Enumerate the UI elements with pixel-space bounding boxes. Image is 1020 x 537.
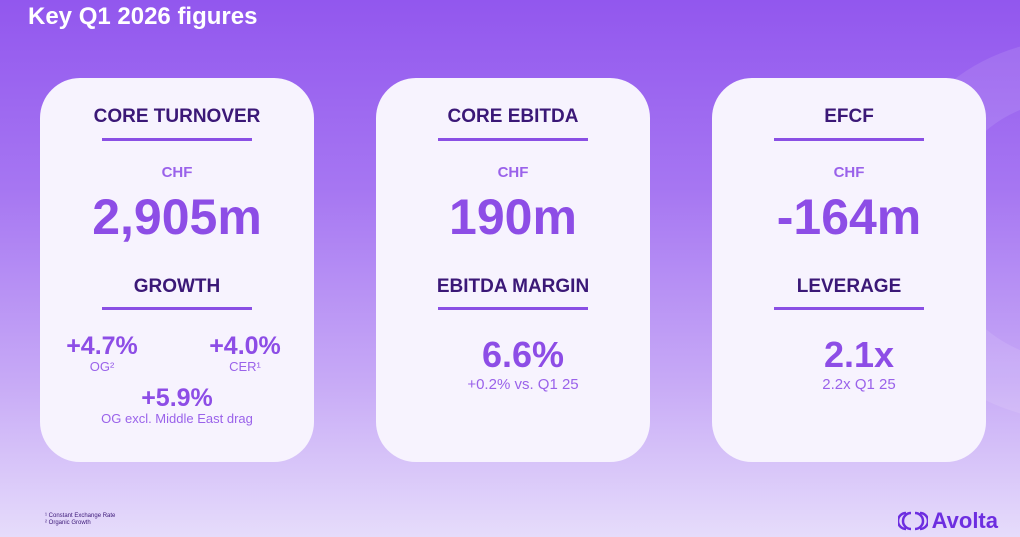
currency: CHF <box>161 164 193 181</box>
card-subtitle: EBITDA MARGIN <box>436 276 590 297</box>
subtitle-rule <box>102 307 252 310</box>
kpi-card: CORE TURNOVER CHF 2,905m GROWTH +4.7% OG² +4.0… <box>40 78 314 462</box>
card-subtitle: LEVERAGE <box>796 276 902 297</box>
logo-icon <box>897 511 928 531</box>
card-subtitle: GROWTH <box>133 276 221 297</box>
metric-label: 2.2x Q1 25 <box>822 376 896 393</box>
card-title: CORE EBITDA <box>447 106 579 127</box>
subtitle-rule <box>774 307 924 310</box>
kpi-value: 2,905m <box>92 189 262 245</box>
slide-title: Key Q1 2026 figures <box>28 3 258 30</box>
metric-value: +4.0% <box>209 332 281 360</box>
metric-label: OG excl. Middle East drag <box>101 411 253 426</box>
title-rule <box>438 138 588 141</box>
metric-value: +5.9% <box>141 384 213 412</box>
title-rule <box>774 138 924 141</box>
metric-label: OG² <box>89 359 115 374</box>
metric-value: 6.6% <box>481 334 565 375</box>
currency: CHF <box>833 164 865 181</box>
logo-text: Avolta <box>931 508 998 533</box>
kpi-card: EFCF CHF -164m LEVERAGE 2.1x 2.2x Q1 25 <box>712 78 986 462</box>
footnote: ² Organic Growth <box>45 520 91 526</box>
kpi-value: 190m <box>449 189 577 245</box>
footnote: ¹ Constant Exchange Rate <box>45 513 116 519</box>
card-title: CORE TURNOVER <box>93 106 261 127</box>
kpi-value: -164m <box>776 189 922 245</box>
metric-label: CER¹ <box>229 359 261 374</box>
kpi-card: CORE EBITDA CHF 190m EBITDA MARGIN 6.6% +0.2%… <box>376 78 650 462</box>
footnotes: ¹ Constant Exchange Rate ² Organic Growth <box>45 513 115 527</box>
metric-value: +4.7% <box>66 332 138 360</box>
metric-value: 2.1x <box>823 334 895 375</box>
card-title: EFCF <box>824 106 874 127</box>
currency: CHF <box>497 164 529 181</box>
title-rule <box>102 138 252 141</box>
metric-label: +0.2% vs. Q1 25 <box>467 376 579 393</box>
subtitle-rule <box>438 307 588 310</box>
logo: Avolta <box>897 508 998 534</box>
